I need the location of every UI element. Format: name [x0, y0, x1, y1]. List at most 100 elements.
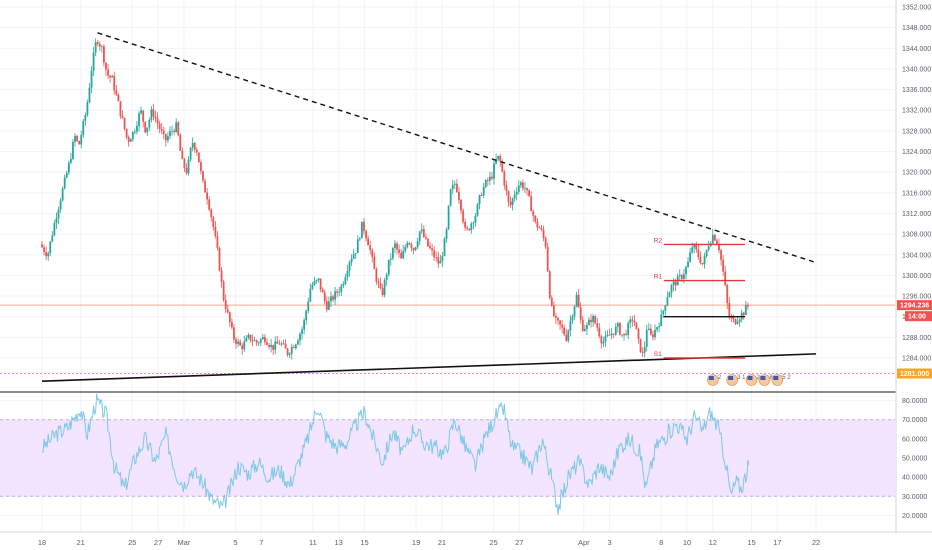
candle-body: [354, 253, 357, 255]
candle-body: [356, 239, 359, 254]
event-icons[interactable]: 2 3 1 2 8 5 2: [706, 374, 791, 386]
candle-body: [344, 277, 347, 284]
candle-body: [272, 344, 275, 350]
candle-body: [193, 142, 196, 150]
candle-body: [476, 204, 479, 216]
candle-body: [228, 312, 231, 323]
pivot-label-R1: R1: [654, 274, 663, 281]
candle-body: [639, 338, 642, 352]
candle-body: [313, 281, 316, 285]
candle-body: [458, 192, 460, 200]
candle-body: [742, 312, 745, 316]
candle-body: [565, 334, 568, 341]
flag-icon: [747, 376, 753, 380]
candle-body: [627, 323, 630, 335]
candle-body: [383, 279, 386, 296]
candle-body: [437, 257, 440, 264]
candle-body: [540, 228, 543, 230]
candle-body: [169, 131, 171, 137]
candle-body: [736, 321, 739, 324]
price-axis-label-bg: [897, 300, 932, 311]
countdown-label: 14:00: [908, 314, 926, 321]
candle-body: [162, 130, 165, 135]
rsi-tick-label: 40.0000: [902, 475, 927, 482]
event-count: 2: [757, 375, 761, 381]
candle-body: [237, 341, 239, 344]
candle-body: [100, 46, 103, 48]
candle-body: [286, 348, 289, 355]
candle-body: [526, 187, 528, 191]
candle-body: [625, 333, 628, 335]
candle-body: [187, 159, 190, 174]
candle-body: [129, 139, 132, 142]
candle-body: [532, 211, 535, 216]
candle-body: [292, 347, 295, 348]
candle-body: [660, 314, 663, 326]
candle-body: [352, 254, 355, 259]
candle-body: [266, 342, 268, 345]
candle-body: [728, 303, 731, 318]
price-labels: 1294.236 1281.000 14:00: [897, 300, 932, 379]
price-tick-label: 1316.000: [902, 190, 931, 197]
rsi-tick-label: 80.0000: [902, 398, 927, 405]
candle-body: [744, 304, 747, 316]
candle-body: [604, 335, 607, 342]
candle-body: [290, 347, 293, 354]
candle-body: [160, 128, 163, 131]
pivot-label-S1: S1: [654, 351, 662, 358]
candle-body: [216, 236, 219, 248]
candle-body: [668, 292, 671, 298]
candle-body: [103, 46, 105, 63]
candle-body: [447, 205, 450, 230]
rsi-tick-label: 50.0000: [902, 456, 927, 463]
candle-body: [278, 343, 281, 345]
candle-body: [59, 200, 62, 210]
candle-body: [142, 110, 145, 122]
candle-body: [536, 221, 539, 228]
candle-body: [284, 343, 287, 349]
candle-body: [86, 102, 89, 116]
candle-body: [361, 221, 363, 239]
candle-body: [51, 235, 54, 242]
rsi-tick-label: 60.0000: [902, 436, 927, 443]
candle-body: [468, 228, 471, 230]
candle-body: [534, 215, 537, 222]
candle-body: [136, 125, 138, 132]
candle-body: [125, 128, 128, 138]
candle-body: [544, 237, 547, 247]
candle-body: [672, 281, 675, 286]
price-tick-label: 1284.000: [902, 356, 931, 363]
candle-body: [493, 163, 495, 179]
candle-body: [183, 159, 186, 168]
date-tick-label: 15: [360, 538, 368, 547]
candle-body: [255, 340, 258, 343]
candle-body: [746, 304, 749, 307]
rsi-tick-label: 30.0000: [902, 494, 927, 501]
candle-body: [396, 243, 398, 250]
candle-body: [245, 337, 248, 342]
event-count: 5 2: [782, 375, 791, 381]
candle-body: [612, 333, 615, 335]
candle-body: [185, 167, 188, 174]
candle-body: [94, 42, 97, 53]
price-axis-label: 1294.236: [900, 303, 929, 310]
price-tick-label: 1288.000: [902, 335, 931, 342]
candle-body: [119, 101, 122, 116]
candle-body: [55, 218, 58, 223]
candle-body: [334, 291, 336, 300]
candle-body: [311, 284, 314, 289]
candle-body: [189, 147, 192, 160]
candle-body: [416, 241, 419, 248]
candle-body: [315, 280, 318, 282]
price-tick-label: 1300.000: [902, 273, 931, 280]
candle-body: [507, 191, 510, 202]
date-tick-label: 11: [309, 538, 317, 547]
candle-body: [606, 334, 609, 336]
candle-body: [107, 69, 109, 76]
candle-body: [542, 229, 545, 238]
candle-body: [191, 142, 194, 148]
candle-body: [133, 131, 136, 133]
candle-body: [557, 317, 559, 321]
candle-body: [635, 322, 638, 330]
